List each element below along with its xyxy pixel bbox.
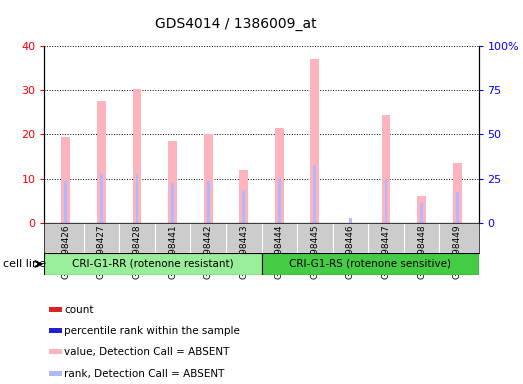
FancyBboxPatch shape xyxy=(262,253,479,275)
Text: GSM498449: GSM498449 xyxy=(453,224,462,279)
Text: GSM498426: GSM498426 xyxy=(61,224,70,279)
Text: CRI-G1-RS (rotenone sensitive): CRI-G1-RS (rotenone sensitive) xyxy=(289,259,451,269)
Bar xyxy=(49,349,62,354)
Bar xyxy=(453,163,462,223)
Bar xyxy=(132,89,141,223)
Bar xyxy=(49,371,62,376)
Bar xyxy=(349,218,352,223)
Text: GSM498446: GSM498446 xyxy=(346,224,355,279)
Bar xyxy=(275,128,284,223)
Bar xyxy=(278,179,281,223)
Bar xyxy=(382,114,391,223)
Bar xyxy=(417,196,426,223)
Bar xyxy=(168,141,177,223)
Text: GSM498428: GSM498428 xyxy=(132,224,141,279)
Bar xyxy=(207,181,210,223)
Bar xyxy=(203,134,212,223)
Text: GSM498448: GSM498448 xyxy=(417,224,426,279)
Text: GSM498441: GSM498441 xyxy=(168,224,177,279)
Text: CRI-G1-RR (rotenone resistant): CRI-G1-RR (rotenone resistant) xyxy=(72,259,234,269)
Text: count: count xyxy=(64,305,94,314)
Text: percentile rank within the sample: percentile rank within the sample xyxy=(64,326,240,336)
Text: GSM498444: GSM498444 xyxy=(275,224,284,279)
Bar xyxy=(242,190,245,223)
Text: cell line: cell line xyxy=(3,259,46,269)
Bar xyxy=(313,166,316,223)
Text: GSM498442: GSM498442 xyxy=(203,224,213,279)
Text: GSM498447: GSM498447 xyxy=(382,224,391,279)
Bar xyxy=(135,174,139,223)
Bar xyxy=(384,179,388,223)
Bar xyxy=(456,192,459,223)
Bar xyxy=(49,307,62,312)
Text: rank, Detection Call = ABSENT: rank, Detection Call = ABSENT xyxy=(64,369,225,379)
Text: GSM498445: GSM498445 xyxy=(310,224,320,279)
Bar xyxy=(64,181,67,223)
Bar xyxy=(49,328,62,333)
FancyBboxPatch shape xyxy=(44,253,262,275)
Bar xyxy=(311,59,320,223)
Text: GSM498427: GSM498427 xyxy=(97,224,106,279)
Bar xyxy=(61,137,70,223)
Bar xyxy=(97,101,106,223)
Bar xyxy=(100,174,103,223)
Text: value, Detection Call = ABSENT: value, Detection Call = ABSENT xyxy=(64,347,230,357)
Bar xyxy=(420,203,423,223)
Bar xyxy=(171,183,174,223)
Text: GDS4014 / 1386009_at: GDS4014 / 1386009_at xyxy=(154,17,316,31)
Text: GSM498443: GSM498443 xyxy=(239,224,248,279)
Bar xyxy=(239,170,248,223)
